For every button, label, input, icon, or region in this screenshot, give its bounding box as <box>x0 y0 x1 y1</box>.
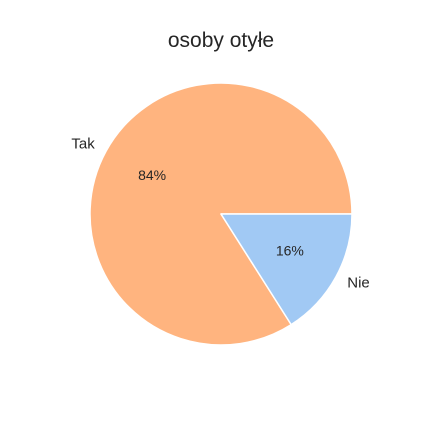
pie-slice-nie <box>220 213 353 326</box>
slice-label-tak: Tak <box>71 136 95 153</box>
pie-labels: Tak 84% Nie 16% <box>71 136 369 292</box>
slice-percent-tak: 84% <box>138 167 166 183</box>
chart-title: osoby otyłe <box>168 29 274 52</box>
slice-percent-nie: 16% <box>276 243 304 259</box>
pie-slices <box>89 82 353 346</box>
slice-label-nie: Nie <box>347 274 370 291</box>
pie-slice-tak <box>89 82 353 346</box>
